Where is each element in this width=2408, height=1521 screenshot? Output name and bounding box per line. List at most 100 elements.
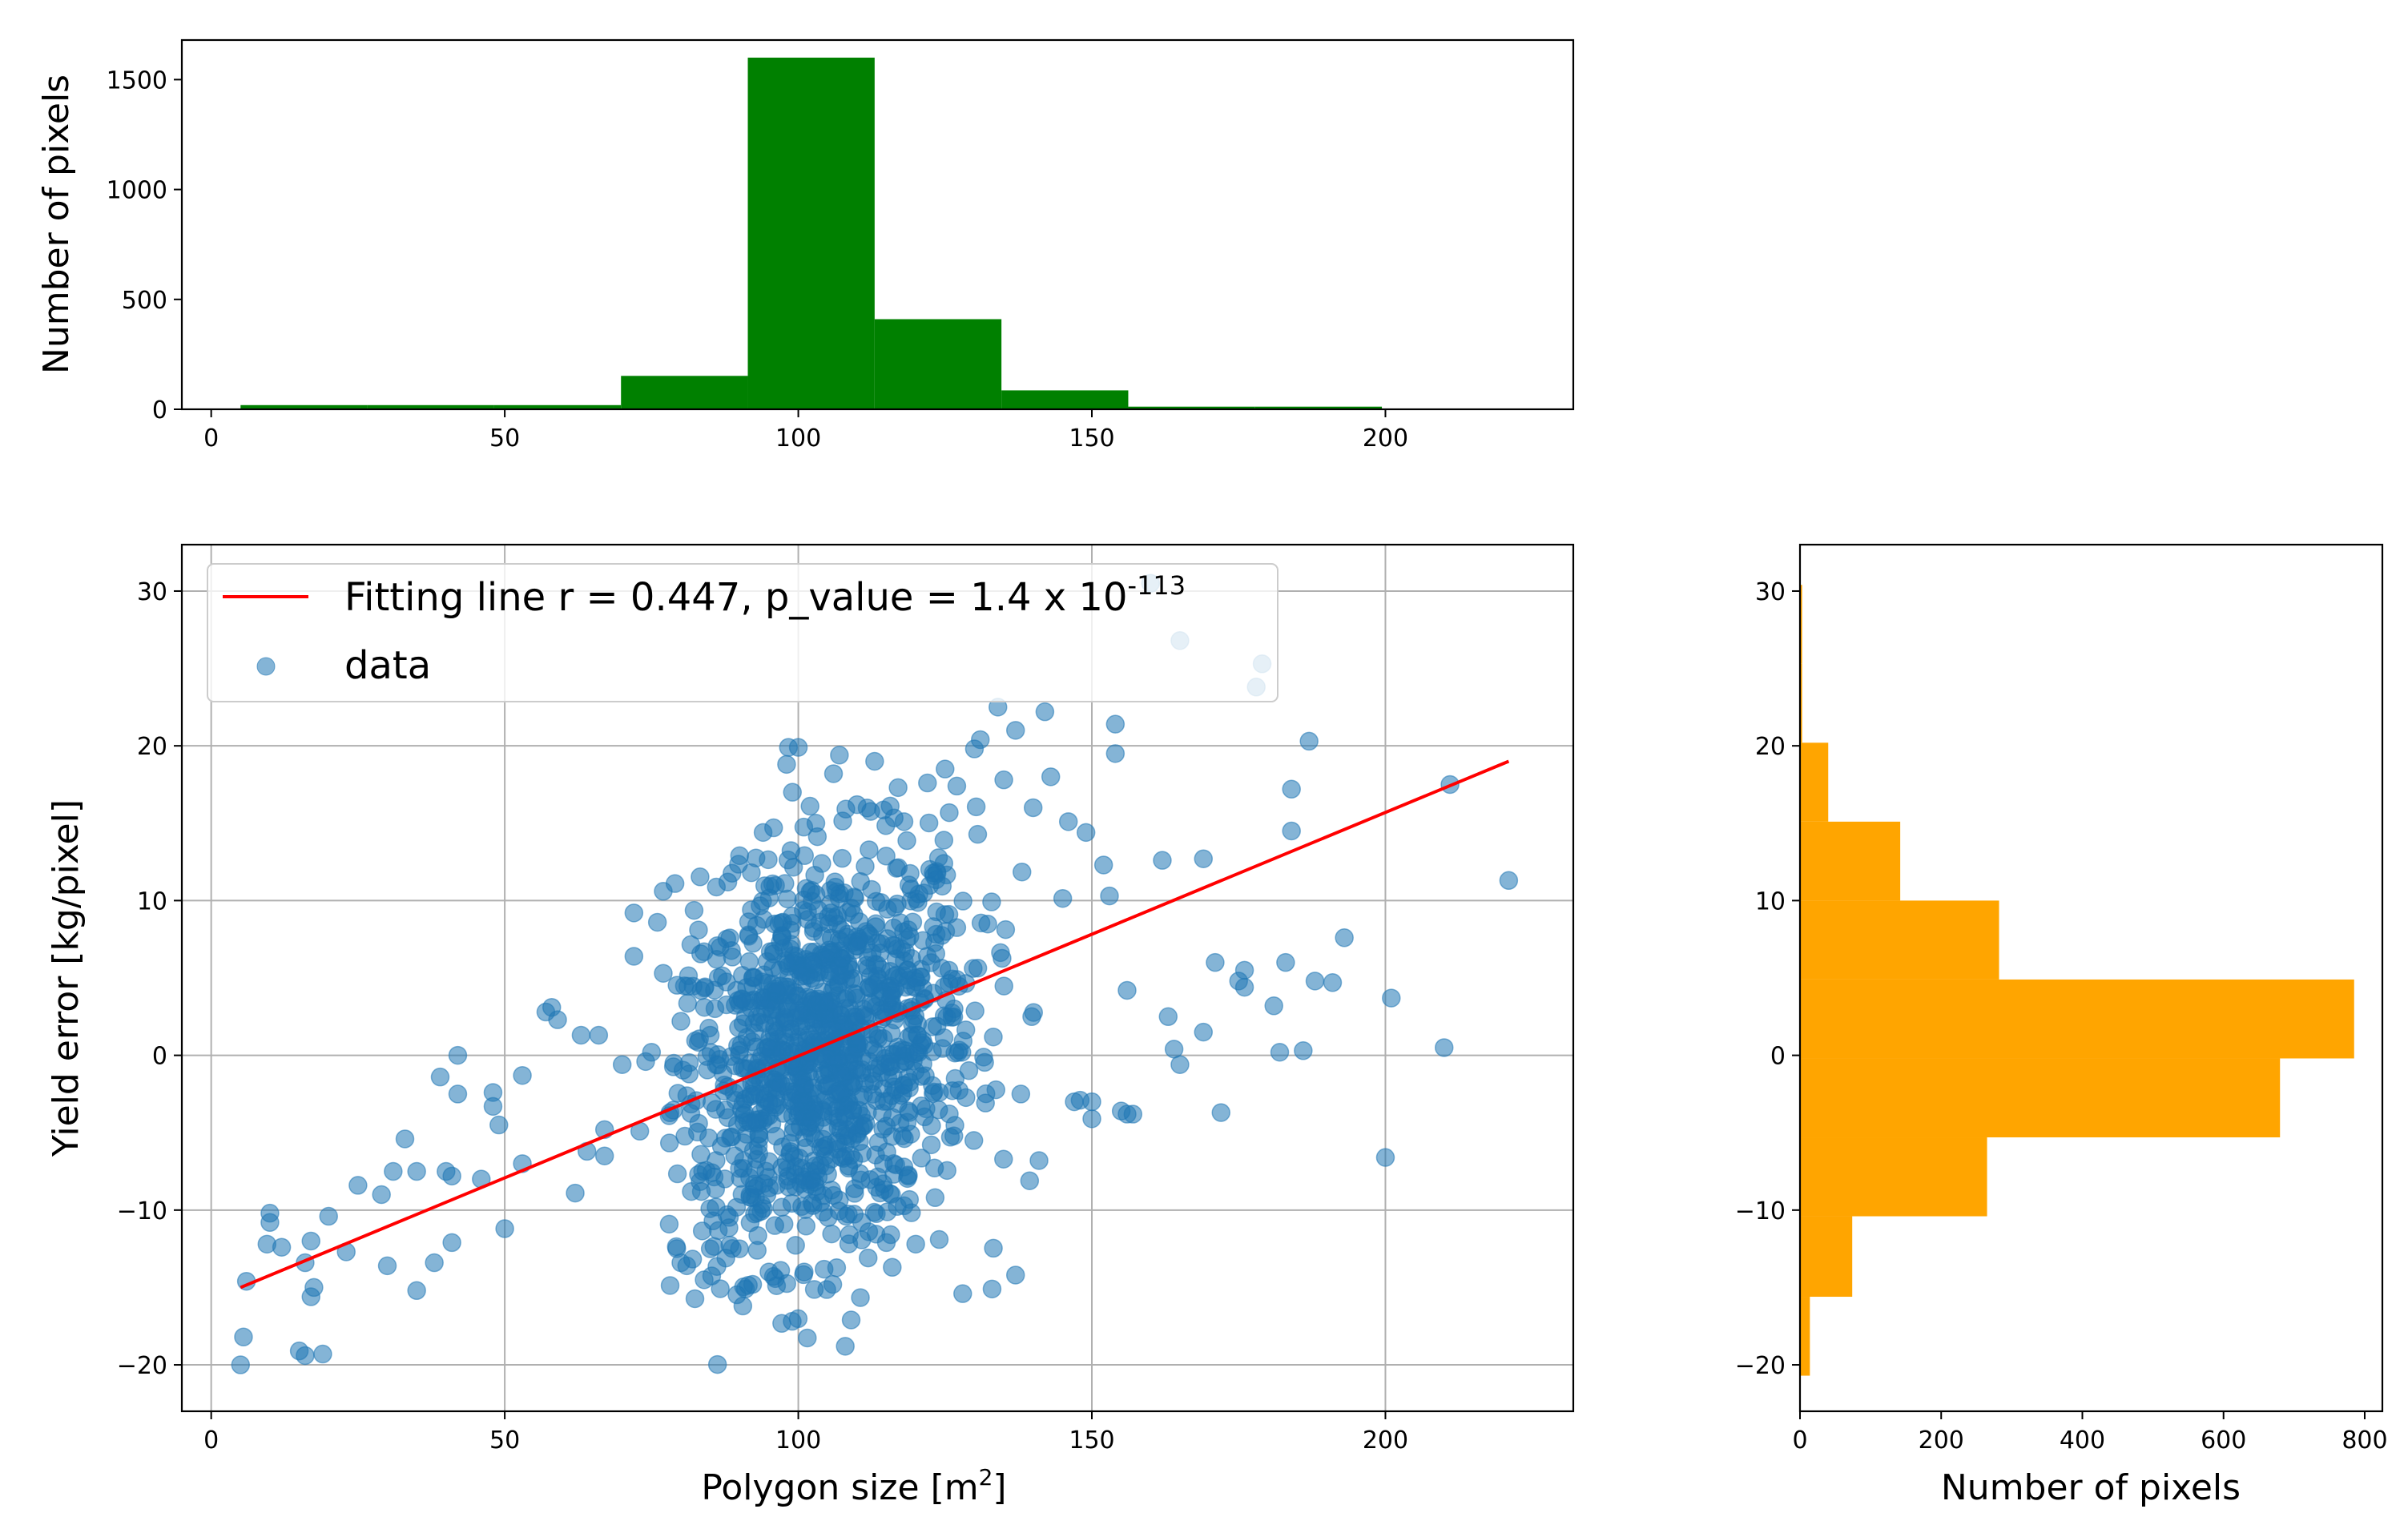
scatter-point [231,1355,251,1374]
scatter-point [934,1028,954,1048]
scatter-point [892,1126,912,1145]
legend-data-swatch [256,657,276,676]
scatter-point [1058,812,1078,831]
top-histogram-bar-6 [1001,390,1129,409]
scatter-point [1153,851,1172,870]
right-histogram-bar-4 [1800,979,2354,1059]
main-x-tick-label: 0 [203,1426,219,1455]
scatter-point [1105,744,1125,763]
scatter-point [743,968,763,987]
scatter-point [1117,980,1137,1000]
scatter-point [425,1253,444,1273]
main-plot-frame [180,543,1575,1413]
scatter-point [495,1219,514,1238]
scatter-point [730,1040,750,1060]
scatter-point [384,1161,403,1181]
scatter-point [681,935,701,955]
scatter-point [660,1276,680,1295]
scatter-point [880,1184,900,1203]
scatter-point [806,814,826,833]
scatter-point [856,856,875,876]
top-x-tick-label: 0 [203,425,219,453]
scatter-point [301,1231,320,1251]
scatter-point [571,1025,591,1045]
scatter-point [319,1206,338,1226]
scatter-point [823,764,844,783]
scatter-point [996,919,1016,940]
scatter-point [548,1010,567,1029]
scatter-point [483,1096,503,1117]
scatter-point [894,812,914,831]
scatter-point [926,944,946,964]
scatter-point [929,1229,949,1249]
right-x-tick-label: 800 [2342,1426,2387,1455]
scatter-point [732,1185,752,1204]
scatter-point [928,848,948,867]
scatter-point [836,1108,856,1127]
scatter-point [691,867,710,887]
scatter-point [790,1149,809,1168]
right-histogram-bar-2 [1800,1137,1987,1217]
scatter-point [872,1063,892,1082]
scatter-point [430,1067,450,1087]
scatter-point [912,1149,932,1168]
scatter-point [947,776,967,796]
scatter-point [1100,886,1119,906]
scatter-point [934,831,954,850]
scatter-point [766,979,786,999]
scatter-point [830,746,849,765]
right-y-tick-label: 10 [1755,887,1786,915]
scatter-point [856,1113,876,1133]
scatter-point [741,1113,760,1133]
scatter-point [898,1165,918,1185]
top-y-tick-label: 1500 [107,66,167,95]
scatter-point [730,846,750,866]
top-x-tick-label: 100 [775,425,821,453]
scatter-point [866,917,885,936]
scatter-point [994,976,1013,996]
scatter-point [861,993,880,1012]
scatter-point [859,1222,879,1241]
scatter-point [566,1183,585,1203]
scatter-point [763,1095,782,1115]
scatter-point [820,1021,840,1040]
scatter-point [822,1224,841,1244]
scatter-point [1270,1042,1290,1062]
scatter-point [775,1008,794,1028]
scatter-point [876,1233,896,1253]
scatter-point [1029,1151,1049,1170]
scatter-point [659,1214,679,1234]
scatter-point [888,778,908,798]
scatter-point [839,1204,858,1224]
scatter-point [766,875,785,895]
scatter-point [858,1248,878,1268]
scatter-point [594,1146,614,1165]
scatter-point [677,1256,697,1276]
scatter-point [978,914,997,934]
scatter-point [1375,1148,1395,1167]
scatter-point [932,876,952,896]
scatter-point [940,803,959,823]
scatter-point [348,1176,368,1195]
main-x-axis-label-text: Polygon size [m [701,1467,978,1508]
scatter-point [800,796,819,816]
scatter-point [718,872,738,891]
scatter-point [407,1281,426,1301]
scatter-point [708,1044,727,1064]
scatter-point [982,892,1001,911]
scatter-point [984,1027,1003,1047]
scatter-point [689,920,708,940]
right-plot-frame [1798,543,2384,1413]
scatter-point [713,1064,733,1084]
scatter-point [953,891,972,911]
scatter-point [742,900,761,919]
scatter-point [812,854,832,873]
top-histogram-bar-2 [493,404,622,409]
scatter-point [815,1146,835,1166]
scatter-point [850,1132,869,1152]
scatter-point [1206,952,1225,972]
scatter-point [948,1043,968,1062]
scatter-point [1082,1109,1101,1129]
